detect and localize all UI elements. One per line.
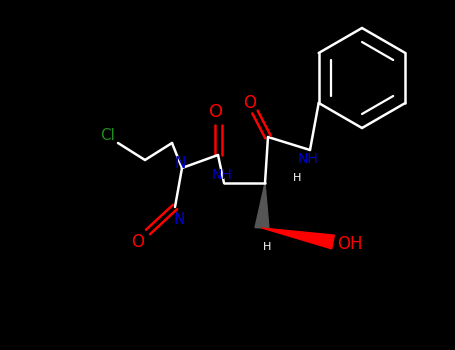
Polygon shape [262,228,334,249]
Text: OH: OH [337,235,363,253]
Text: O: O [243,94,257,112]
Text: NH: NH [298,152,318,166]
Text: O: O [131,233,145,251]
Text: H: H [293,173,301,183]
Text: N: N [174,156,186,172]
Text: N: N [173,212,185,227]
Text: O: O [209,103,223,121]
Polygon shape [255,183,269,229]
Text: Cl: Cl [101,128,116,143]
Text: NH: NH [212,168,233,182]
Text: H: H [263,242,271,252]
